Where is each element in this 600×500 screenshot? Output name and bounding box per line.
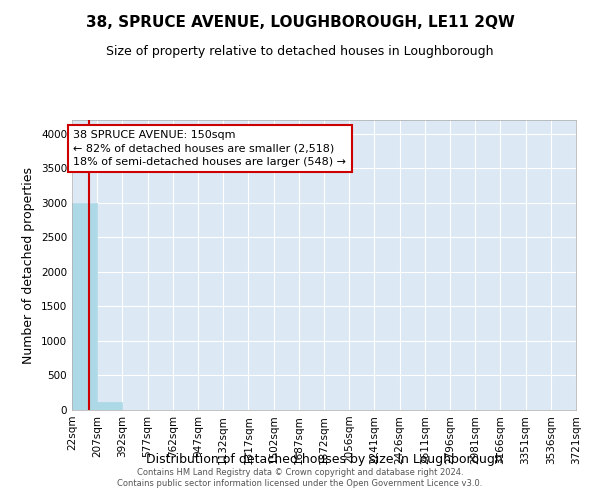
Text: 38, SPRUCE AVENUE, LOUGHBOROUGH, LE11 2QW: 38, SPRUCE AVENUE, LOUGHBOROUGH, LE11 2Q…: [86, 15, 514, 30]
Text: Contains HM Land Registry data © Crown copyright and database right 2024.
Contai: Contains HM Land Registry data © Crown c…: [118, 468, 482, 487]
Text: Size of property relative to detached houses in Loughborough: Size of property relative to detached ho…: [106, 45, 494, 58]
Text: Distribution of detached houses by size in Loughborough: Distribution of detached houses by size …: [146, 454, 502, 466]
Bar: [72, 203, 97, 410]
Text: 38 SPRUCE AVENUE: 150sqm
← 82% of detached houses are smaller (2,518)
18% of sem: 38 SPRUCE AVENUE: 150sqm ← 82% of detach…: [73, 130, 346, 167]
Bar: [97, 402, 122, 410]
Y-axis label: Number of detached properties: Number of detached properties: [22, 166, 35, 364]
